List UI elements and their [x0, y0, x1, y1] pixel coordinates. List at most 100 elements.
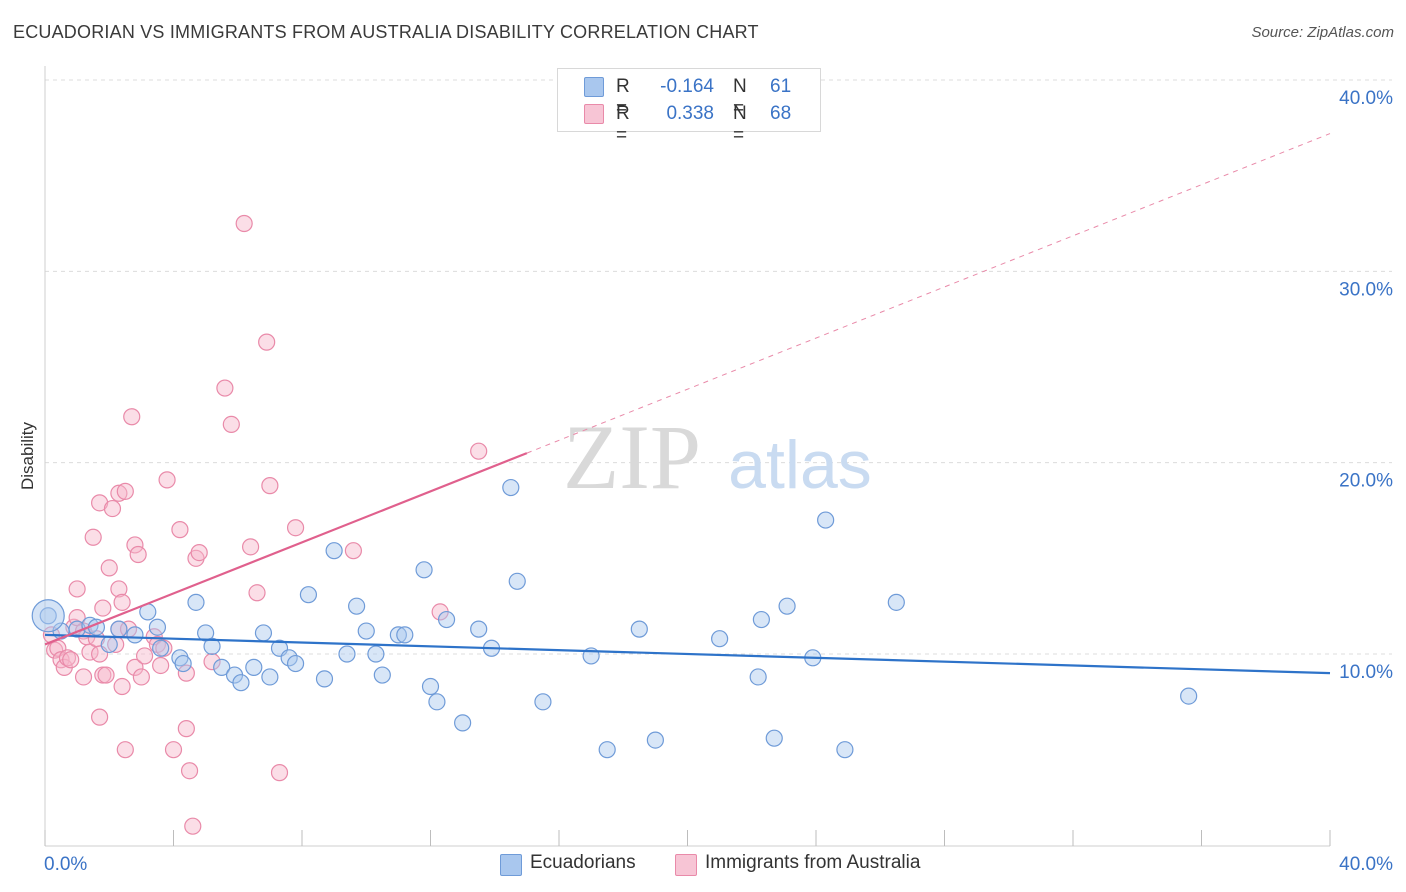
legend-n-value: 61: [770, 76, 792, 97]
correlation-legend: R = -0.164 N = 61 R = 0.338 N = 68: [557, 68, 821, 146]
point-australia: [62, 651, 80, 669]
point-ecuadorian: [765, 729, 783, 747]
trend-line-ecuadorians: [44, 633, 1331, 675]
series-australia-points: [42, 214, 488, 835]
point-ecuadorian: [110, 620, 128, 638]
point-ecuadorian: [152, 639, 170, 657]
point-australia: [91, 708, 109, 726]
point-ecuadorian: [502, 478, 520, 497]
legend-n-value: 68: [770, 103, 792, 124]
point-ecuadorian: [338, 645, 356, 663]
point-ecuadorian: [711, 630, 729, 648]
point-australia: [222, 415, 240, 433]
point-australia: [235, 214, 253, 233]
point-ecuadorian: [187, 593, 205, 611]
point-ecuadorian: [630, 620, 648, 638]
point-ecuadorian: [245, 658, 263, 676]
point-ecuadorian: [437, 610, 456, 629]
point-ecuadorian: [749, 668, 767, 686]
point-australia: [180, 762, 199, 780]
point-ecuadorian: [752, 610, 770, 629]
point-ecuadorian: [534, 693, 552, 711]
y-tick-label: 20.0%: [1339, 471, 1393, 492]
point-ecuadorian: [836, 741, 854, 759]
point-australia: [94, 599, 112, 617]
point-australia: [258, 333, 276, 351]
point-australia: [110, 580, 128, 598]
point-ecuadorian: [508, 572, 526, 590]
y-tick-label: 10.0%: [1339, 662, 1393, 683]
point-australia: [470, 442, 488, 460]
point-ecuadorian: [367, 645, 385, 663]
y-tick-label: 30.0%: [1339, 279, 1393, 300]
trend-lines: [44, 133, 1331, 675]
bottom-legend-label: Ecuadorians: [530, 852, 636, 873]
axes: [44, 66, 1331, 847]
tick-labels: 10.0% 20.0% 30.0% 40.0% 0.0% 40.0%: [44, 88, 1393, 875]
point-australia: [216, 379, 234, 397]
point-australia: [110, 484, 128, 502]
point-australia: [261, 477, 279, 495]
legend-swatch-blue: [584, 77, 604, 97]
point-australia: [248, 584, 266, 602]
point-australia: [84, 528, 102, 546]
point-ecuadorian: [470, 620, 488, 638]
trend-line-australia-extension: [526, 133, 1331, 454]
point-ecuadorian: [232, 674, 250, 692]
point-ecuadorian: [348, 597, 366, 615]
point-ecuadorian: [454, 714, 472, 732]
point-australia: [116, 482, 134, 500]
legend-n-label: N =: [733, 103, 747, 146]
grid-lines: [45, 79, 1392, 655]
point-ecuadorian: [396, 626, 414, 644]
point-ecuadorian: [315, 670, 334, 688]
y-tick-label: 40.0%: [1339, 88, 1393, 109]
point-australia: [126, 658, 144, 676]
legend-r-label: R =: [616, 76, 630, 119]
point-ecuadorian: [415, 561, 433, 579]
point-ecuadorian: [325, 542, 343, 560]
point-ecuadorian: [261, 668, 279, 686]
point-ecuadorian: [421, 677, 440, 696]
point-ecuadorian: [148, 618, 167, 636]
x-tick-label: 40.0%: [1339, 854, 1393, 875]
point-australia: [126, 536, 144, 554]
point-australia: [177, 720, 195, 738]
point-ecuadorian: [299, 586, 318, 604]
point-ecuadorian: [126, 626, 144, 644]
point-australia: [97, 666, 115, 684]
point-ecuadorian: [887, 593, 905, 611]
point-australia: [132, 668, 150, 686]
point-australia: [68, 580, 86, 598]
trend-line-australia: [44, 452, 528, 646]
point-australia: [177, 664, 195, 682]
watermark-atlas: atlas: [728, 427, 872, 503]
point-ecuadorian: [357, 622, 375, 640]
point-ecuadorian: [1180, 687, 1198, 705]
point-ecuadorian-cluster: [31, 599, 65, 633]
point-australia: [270, 764, 289, 782]
point-australia: [171, 521, 189, 539]
legend-r-value: -0.164: [660, 76, 714, 97]
point-australia: [203, 653, 221, 671]
point-australia: [190, 543, 208, 562]
legend-n-label: N =: [733, 76, 747, 119]
point-ecuadorian: [100, 635, 118, 654]
series-ecuadorians-points: [31, 478, 1198, 759]
bottom-legend-swatch-pink: [675, 854, 697, 876]
point-australia: [116, 741, 134, 759]
point-ecuadorian: [598, 741, 616, 759]
bottom-legend-swatch-blue: [500, 854, 522, 876]
point-australia: [344, 542, 362, 560]
bottom-legend-label: Immigrants from Australia: [705, 852, 921, 873]
point-australia: [100, 559, 118, 577]
watermark-zip: ZIP: [563, 406, 701, 508]
point-ecuadorian: [203, 637, 221, 655]
point-ecuadorian: [389, 626, 407, 644]
point-australia: [113, 593, 131, 611]
point-ecuadorian: [646, 731, 664, 749]
point-australia: [123, 408, 141, 426]
source-label: Source: ZipAtlas.com: [1251, 24, 1394, 41]
point-ecuadorian: [280, 649, 298, 667]
point-australia: [158, 471, 176, 489]
